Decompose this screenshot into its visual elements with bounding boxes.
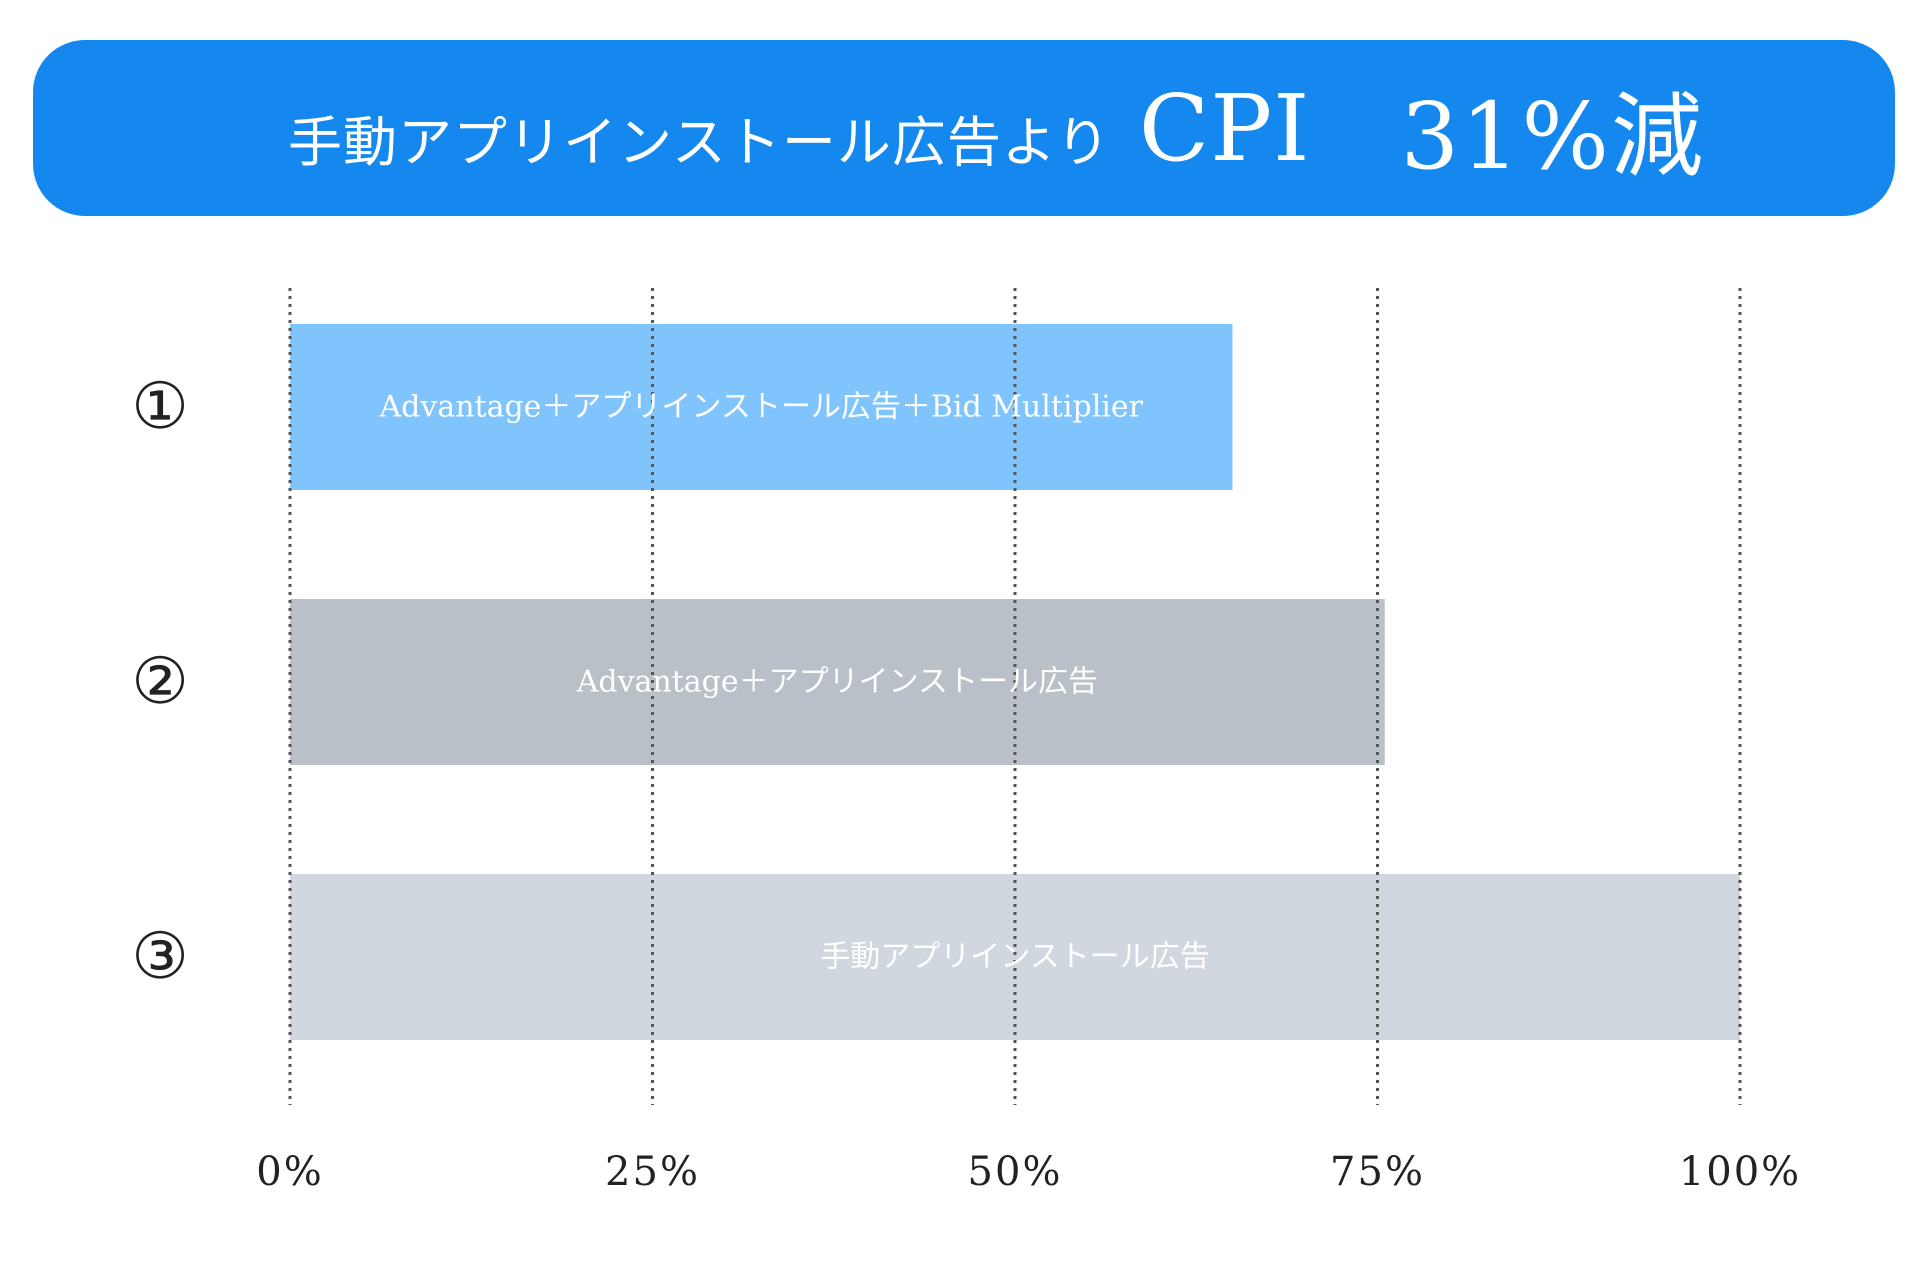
headline-value: 31%減 <box>1400 82 1705 190</box>
headline-metric: CPI <box>1138 74 1311 182</box>
headline-text: 手動アプリインストール広告より CPI 31%減 <box>288 40 1705 216</box>
tick-label-50: 50% <box>968 1149 1063 1195</box>
bar-label-1: Advantage＋アプリインストール広告＋Bid Multiplier <box>379 390 1144 425</box>
bar-label-3: 手動アプリインストール広告 <box>820 940 1209 975</box>
bar-1 <box>290 324 1233 490</box>
row-marker-1: ① <box>131 370 188 444</box>
tick-label-0: 0% <box>256 1149 323 1195</box>
row-marker-2: ② <box>131 645 188 719</box>
tick-label-75: 75% <box>1330 1149 1425 1195</box>
row-marker-3: ③ <box>131 920 188 994</box>
bar-2 <box>290 599 1385 765</box>
tick-label-100: 100% <box>1679 1149 1801 1195</box>
bar-3 <box>290 874 1740 1040</box>
headline-lead: 手動アプリインストール広告より <box>288 110 1111 174</box>
bar-label-2: Advantage＋アプリインストール広告 <box>576 665 1098 700</box>
headline-banner: 手動アプリインストール広告より CPI 31%減 <box>33 40 1895 216</box>
tick-label-25: 25% <box>605 1149 700 1195</box>
